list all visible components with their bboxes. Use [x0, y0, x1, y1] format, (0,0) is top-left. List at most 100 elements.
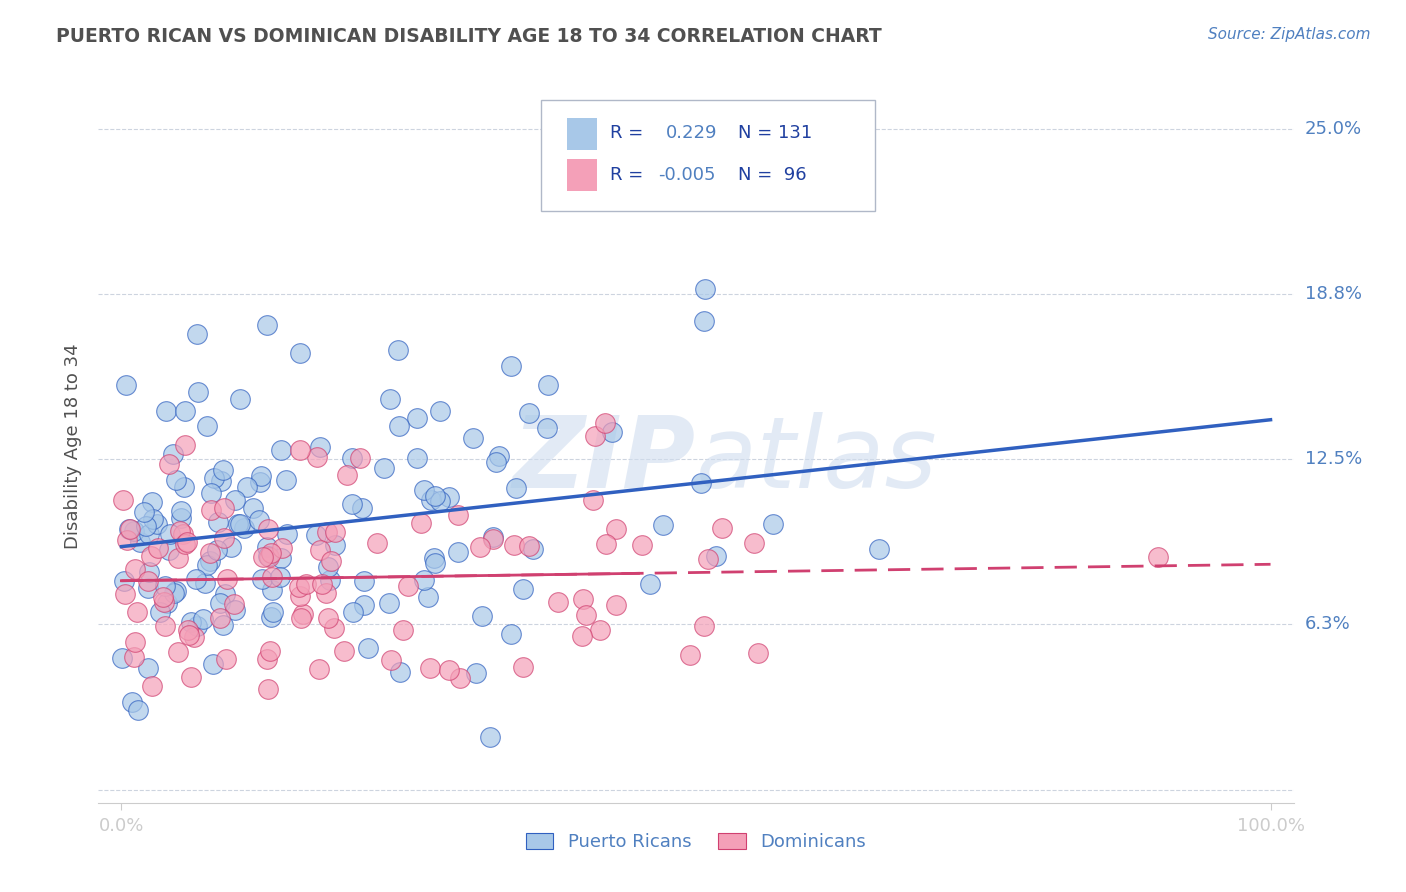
Puerto Ricans — [262, 605, 284, 619]
Puerto Ricans — [501, 627, 523, 641]
Dominicans — [517, 539, 540, 553]
Puerto Ricans — [250, 572, 273, 586]
Text: 12.5%: 12.5% — [1305, 450, 1362, 468]
Puerto Ricans — [340, 450, 363, 465]
Puerto Ricans — [479, 730, 502, 744]
Dominicans — [366, 536, 388, 550]
Puerto Ricans — [305, 528, 328, 542]
Dominicans — [315, 585, 337, 599]
Dominicans — [270, 541, 292, 555]
Puerto Ricans — [256, 318, 278, 332]
Puerto Ricans — [693, 282, 716, 296]
Puerto Ricans — [122, 524, 145, 539]
Dominicans — [349, 450, 371, 465]
Dominicans — [256, 651, 278, 665]
Puerto Ricans — [501, 359, 523, 373]
Puerto Ricans — [224, 493, 246, 508]
Puerto Ricans — [209, 474, 232, 488]
Text: R =: R = — [610, 166, 643, 184]
Text: 6.3%: 6.3% — [1305, 615, 1350, 633]
Puerto Ricans — [174, 404, 197, 418]
Puerto Ricans — [195, 558, 218, 572]
Puerto Ricans — [212, 618, 235, 632]
Puerto Ricans — [146, 516, 169, 531]
Puerto Ricans — [224, 603, 246, 617]
Dominicans — [212, 532, 235, 546]
Puerto Ricans — [115, 378, 138, 392]
Dominicans — [316, 611, 339, 625]
Puerto Ricans — [463, 431, 485, 445]
Dominicans — [259, 546, 281, 560]
Dominicans — [747, 646, 769, 660]
Puerto Ricans — [485, 455, 508, 469]
Dominicans — [214, 651, 236, 665]
Dominicans — [114, 587, 136, 601]
Dominicans — [571, 629, 593, 643]
Puerto Ricans — [159, 526, 181, 541]
Dominicans — [589, 623, 612, 637]
Puerto Ricans — [156, 596, 179, 610]
Puerto Ricans — [406, 450, 429, 465]
Dominicans — [172, 527, 194, 541]
Dominicans — [305, 450, 328, 464]
Puerto Ricans — [274, 474, 297, 488]
Puerto Ricans — [425, 556, 447, 570]
Puerto Ricans — [465, 666, 488, 681]
Puerto Ricans — [471, 609, 494, 624]
Puerto Ricans — [704, 549, 727, 563]
Puerto Ricans — [202, 657, 225, 672]
Dominicans — [252, 550, 274, 565]
Puerto Ricans — [270, 442, 292, 457]
Dominicans — [696, 551, 718, 566]
Puerto Ricans — [187, 384, 209, 399]
Puerto Ricans — [141, 494, 163, 508]
Puerto Ricans — [378, 596, 401, 610]
Dominicans — [212, 500, 235, 515]
Dominicans — [409, 516, 432, 530]
Dominicans — [153, 595, 176, 609]
Dominicans — [547, 594, 569, 608]
Dominicans — [141, 679, 163, 693]
Puerto Ricans — [693, 313, 716, 327]
Puerto Ricans — [638, 577, 661, 591]
Dominicans — [169, 524, 191, 538]
Puerto Ricans — [373, 460, 395, 475]
Text: N =  96: N = 96 — [738, 166, 807, 184]
Dominicans — [122, 649, 145, 664]
Dominicans — [311, 576, 333, 591]
Dominicans — [380, 653, 402, 667]
Dominicans — [115, 533, 138, 547]
Dominicans — [141, 549, 163, 564]
Dominicans — [392, 623, 415, 637]
Puerto Ricans — [153, 579, 176, 593]
Puerto Ricans — [162, 447, 184, 461]
Puerto Ricans — [413, 573, 436, 587]
Puerto Ricans — [413, 483, 436, 497]
Dominicans — [679, 648, 702, 663]
Dominicans — [177, 623, 200, 637]
Puerto Ricans — [214, 587, 236, 601]
Puerto Ricans — [226, 517, 249, 532]
Puerto Ricans — [342, 605, 364, 619]
Puerto Ricans — [340, 497, 363, 511]
Puerto Ricans — [229, 392, 252, 406]
Puerto Ricans — [318, 573, 340, 587]
Dominicans — [290, 611, 312, 625]
Puerto Ricans — [482, 530, 505, 544]
Dominicans — [262, 570, 284, 584]
Dominicans — [215, 572, 238, 586]
Puerto Ricans — [418, 591, 440, 605]
Dominicans — [482, 532, 505, 546]
Puerto Ricans — [761, 517, 783, 532]
FancyBboxPatch shape — [541, 100, 876, 211]
Text: atlas: atlas — [696, 412, 938, 508]
Puerto Ricans — [316, 559, 339, 574]
Puerto Ricans — [357, 641, 380, 656]
Dominicans — [256, 682, 278, 697]
Puerto Ricans — [186, 327, 208, 342]
Puerto Ricans — [138, 526, 160, 541]
Dominicans — [605, 598, 627, 612]
Dominicans — [180, 669, 202, 683]
Dominicans — [288, 442, 311, 457]
Puerto Ricans — [170, 504, 193, 518]
